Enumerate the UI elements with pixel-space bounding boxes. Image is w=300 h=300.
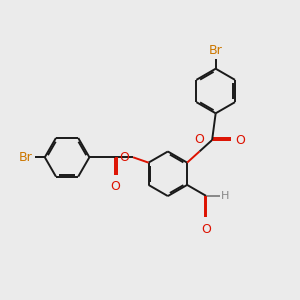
Text: Br: Br [19, 151, 33, 164]
Text: O: O [202, 223, 212, 236]
Text: O: O [236, 134, 245, 146]
Text: Br: Br [209, 44, 223, 57]
Text: O: O [195, 133, 205, 146]
Text: H: H [221, 191, 230, 201]
Text: O: O [110, 181, 120, 194]
Text: O: O [119, 151, 129, 164]
